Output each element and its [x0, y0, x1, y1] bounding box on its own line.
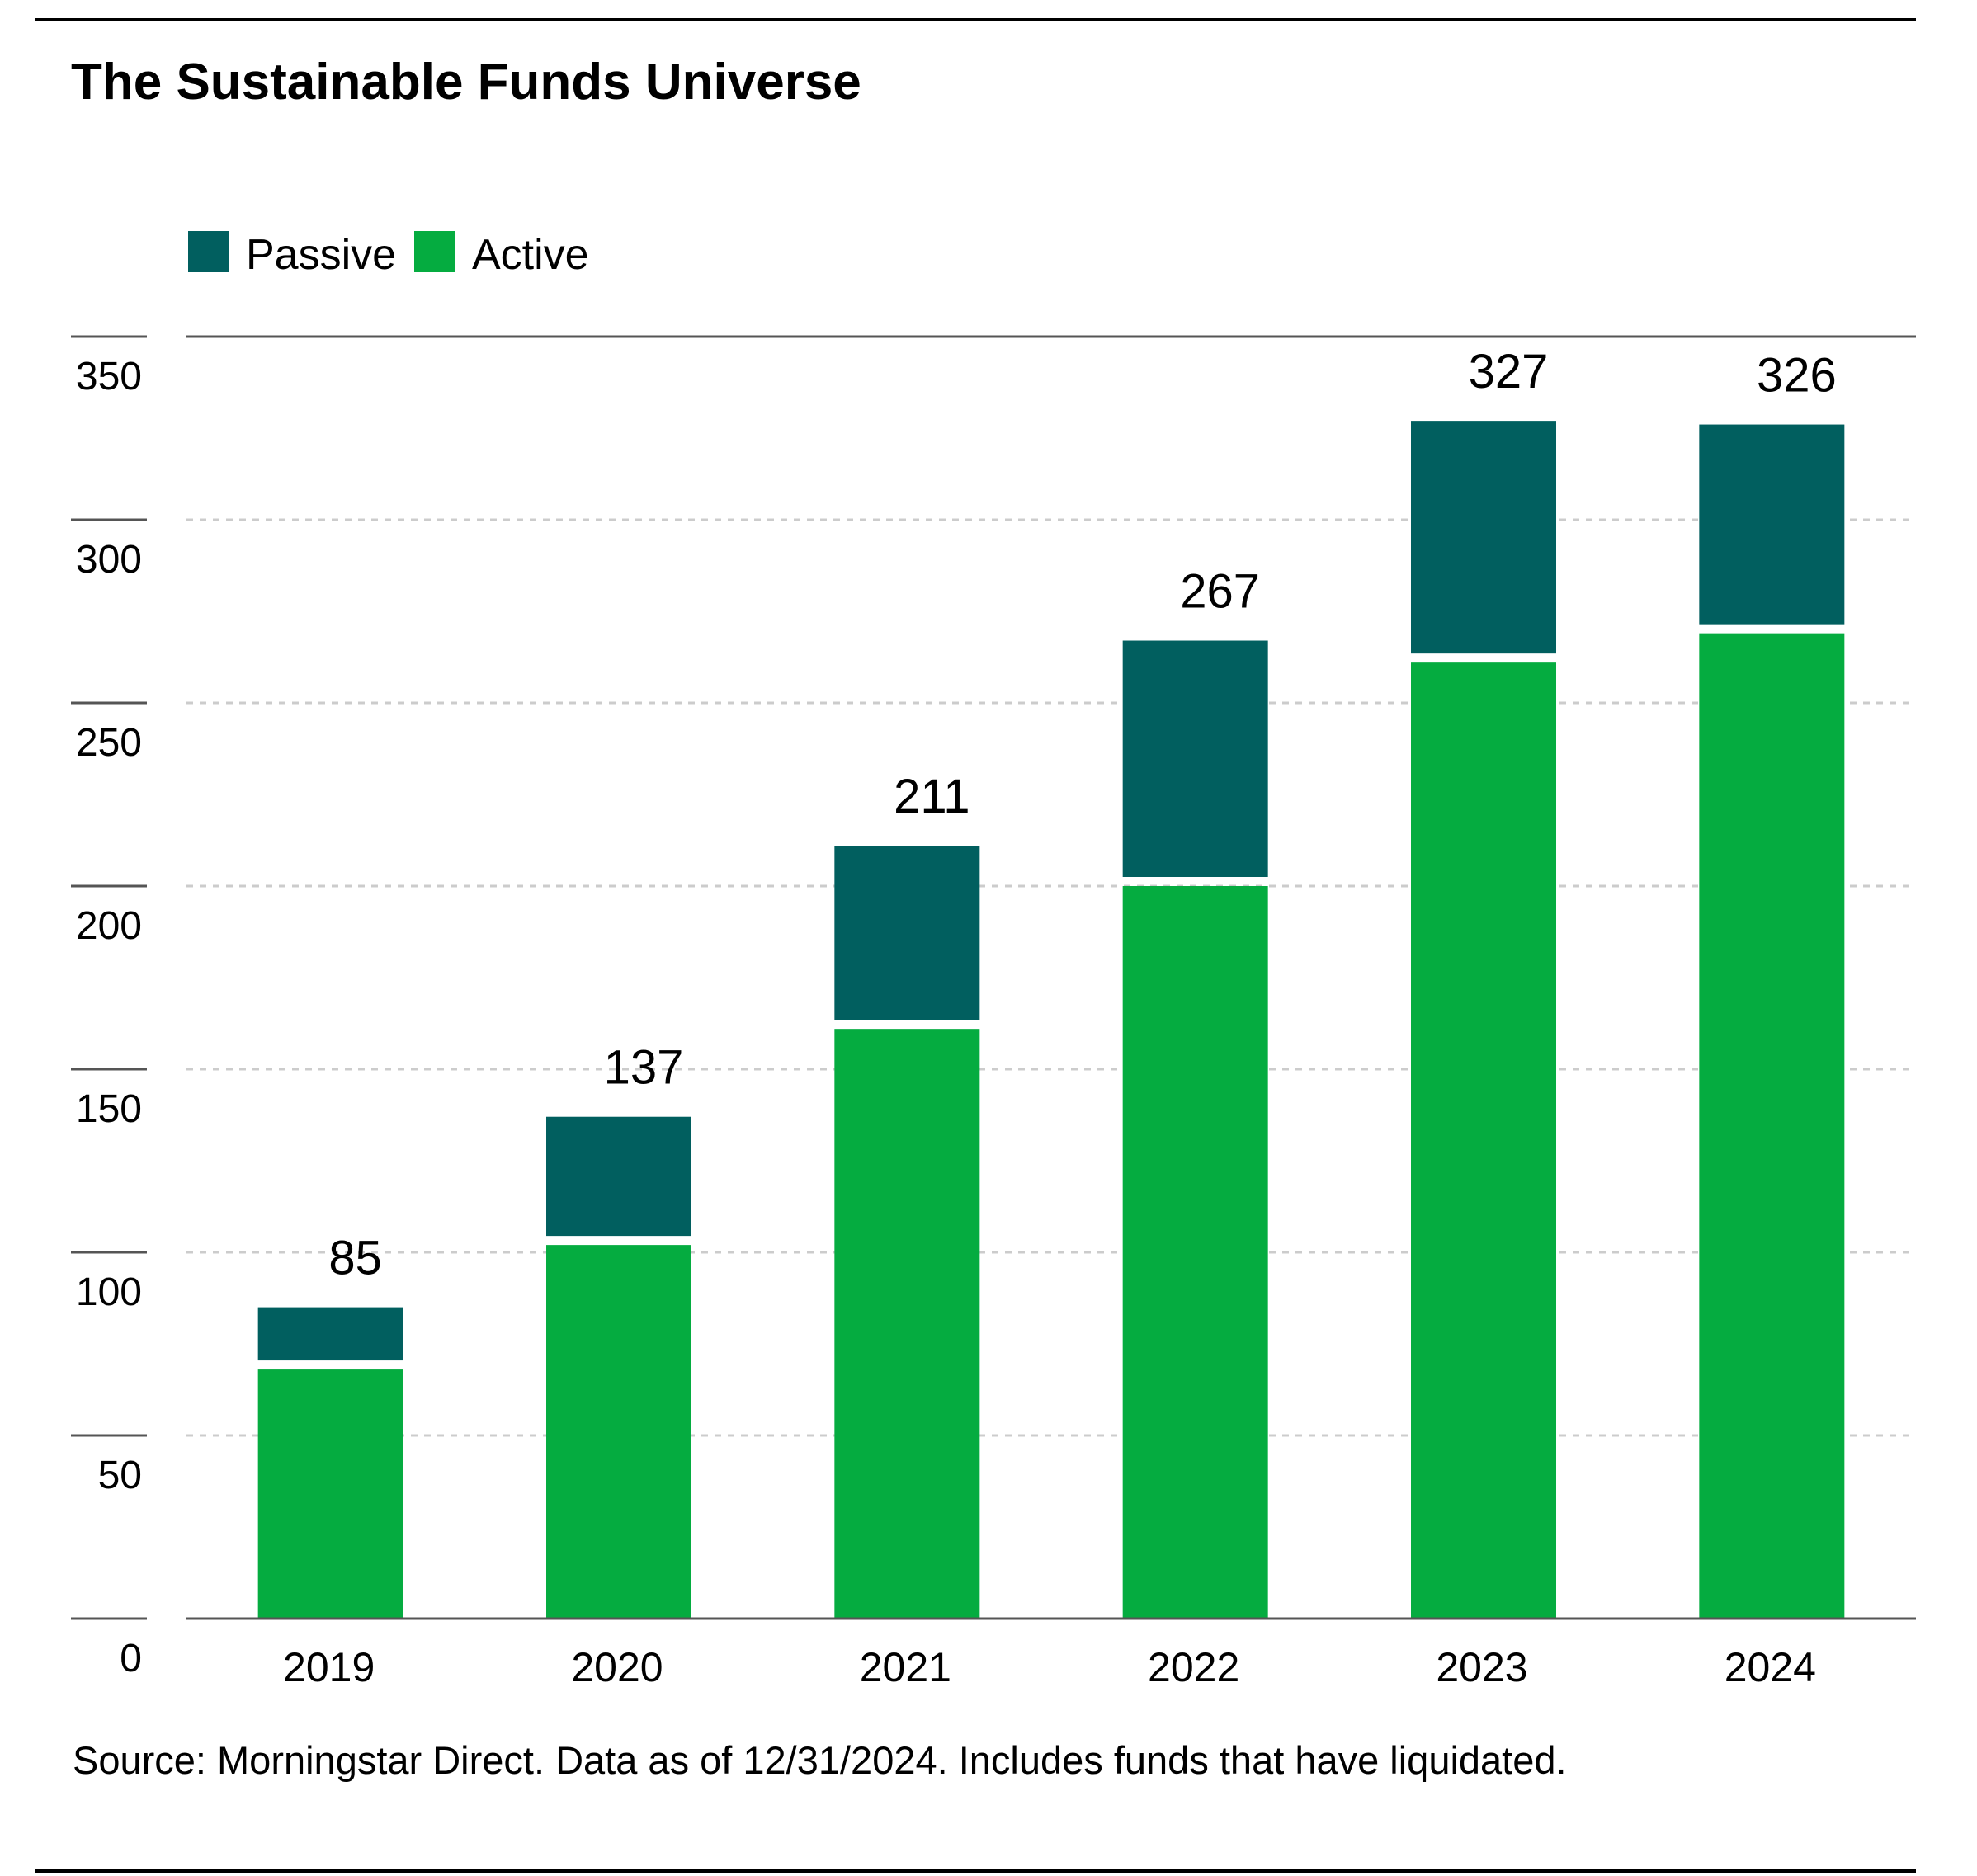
x-axis: 2019 2020 2021 2022 2023 2024: [186, 1617, 1916, 1690]
y-tick-label: 200: [76, 904, 142, 948]
bar-total-label: 211: [894, 770, 970, 823]
legend-label-active: Active: [472, 231, 589, 279]
bar-active-2019: [257, 1369, 403, 1619]
legend-swatch-passive: [188, 231, 229, 272]
y-tick-label: 50: [98, 1454, 142, 1497]
y-tick-label: 300: [76, 538, 142, 582]
bar-total-label: 326: [1757, 349, 1837, 403]
y-tick-label: 150: [76, 1087, 142, 1131]
bar-passive-2024: [1699, 424, 1845, 625]
x-tick-label: 2024: [1725, 1644, 1816, 1690]
bar-active-2023: [1411, 662, 1556, 1619]
bar-active-2022: [1122, 886, 1268, 1619]
y-axis: 0 50 100 150 200 250 300 350: [71, 335, 147, 1680]
y-tick-label: 0: [120, 1637, 142, 1680]
bar-total-label: 137: [604, 1041, 684, 1095]
bar-total-label: 327: [1469, 345, 1549, 398]
gridlines: [186, 335, 1916, 1437]
x-tick-label: 2022: [1148, 1644, 1239, 1690]
bar-totals: 85 137 211 267 327 326: [328, 345, 1836, 1284]
x-tick-label: 2019: [283, 1644, 375, 1690]
legend: Passive Active: [188, 231, 589, 279]
x-tick-label: 2020: [571, 1644, 663, 1690]
bar-passive-2020: [546, 1116, 691, 1237]
y-tick-label: 350: [76, 355, 142, 398]
legend-label-passive: Passive: [246, 231, 396, 279]
x-tick-label: 2021: [860, 1644, 951, 1690]
bar-active-2020: [546, 1245, 691, 1619]
bar-passive-2023: [1411, 421, 1556, 654]
legend-swatch-active: [414, 231, 455, 272]
bar-active-2021: [834, 1029, 980, 1619]
x-tick-label: 2023: [1436, 1644, 1527, 1690]
bar-passive-2019: [257, 1307, 403, 1361]
bars: [257, 421, 1845, 1619]
bar-active-2024: [1699, 633, 1845, 1619]
bar-total-label: 267: [1180, 565, 1260, 619]
y-tick-label: 100: [76, 1270, 142, 1314]
bar-passive-2021: [834, 846, 980, 1020]
bar-total-label: 85: [328, 1232, 382, 1285]
source-note: Source: Morningstar Direct. Data as of 1…: [73, 1738, 1567, 1782]
bar-passive-2022: [1122, 640, 1268, 877]
y-tick-label: 250: [76, 721, 142, 765]
chart-title: The Sustainable Funds Universe: [71, 54, 861, 111]
